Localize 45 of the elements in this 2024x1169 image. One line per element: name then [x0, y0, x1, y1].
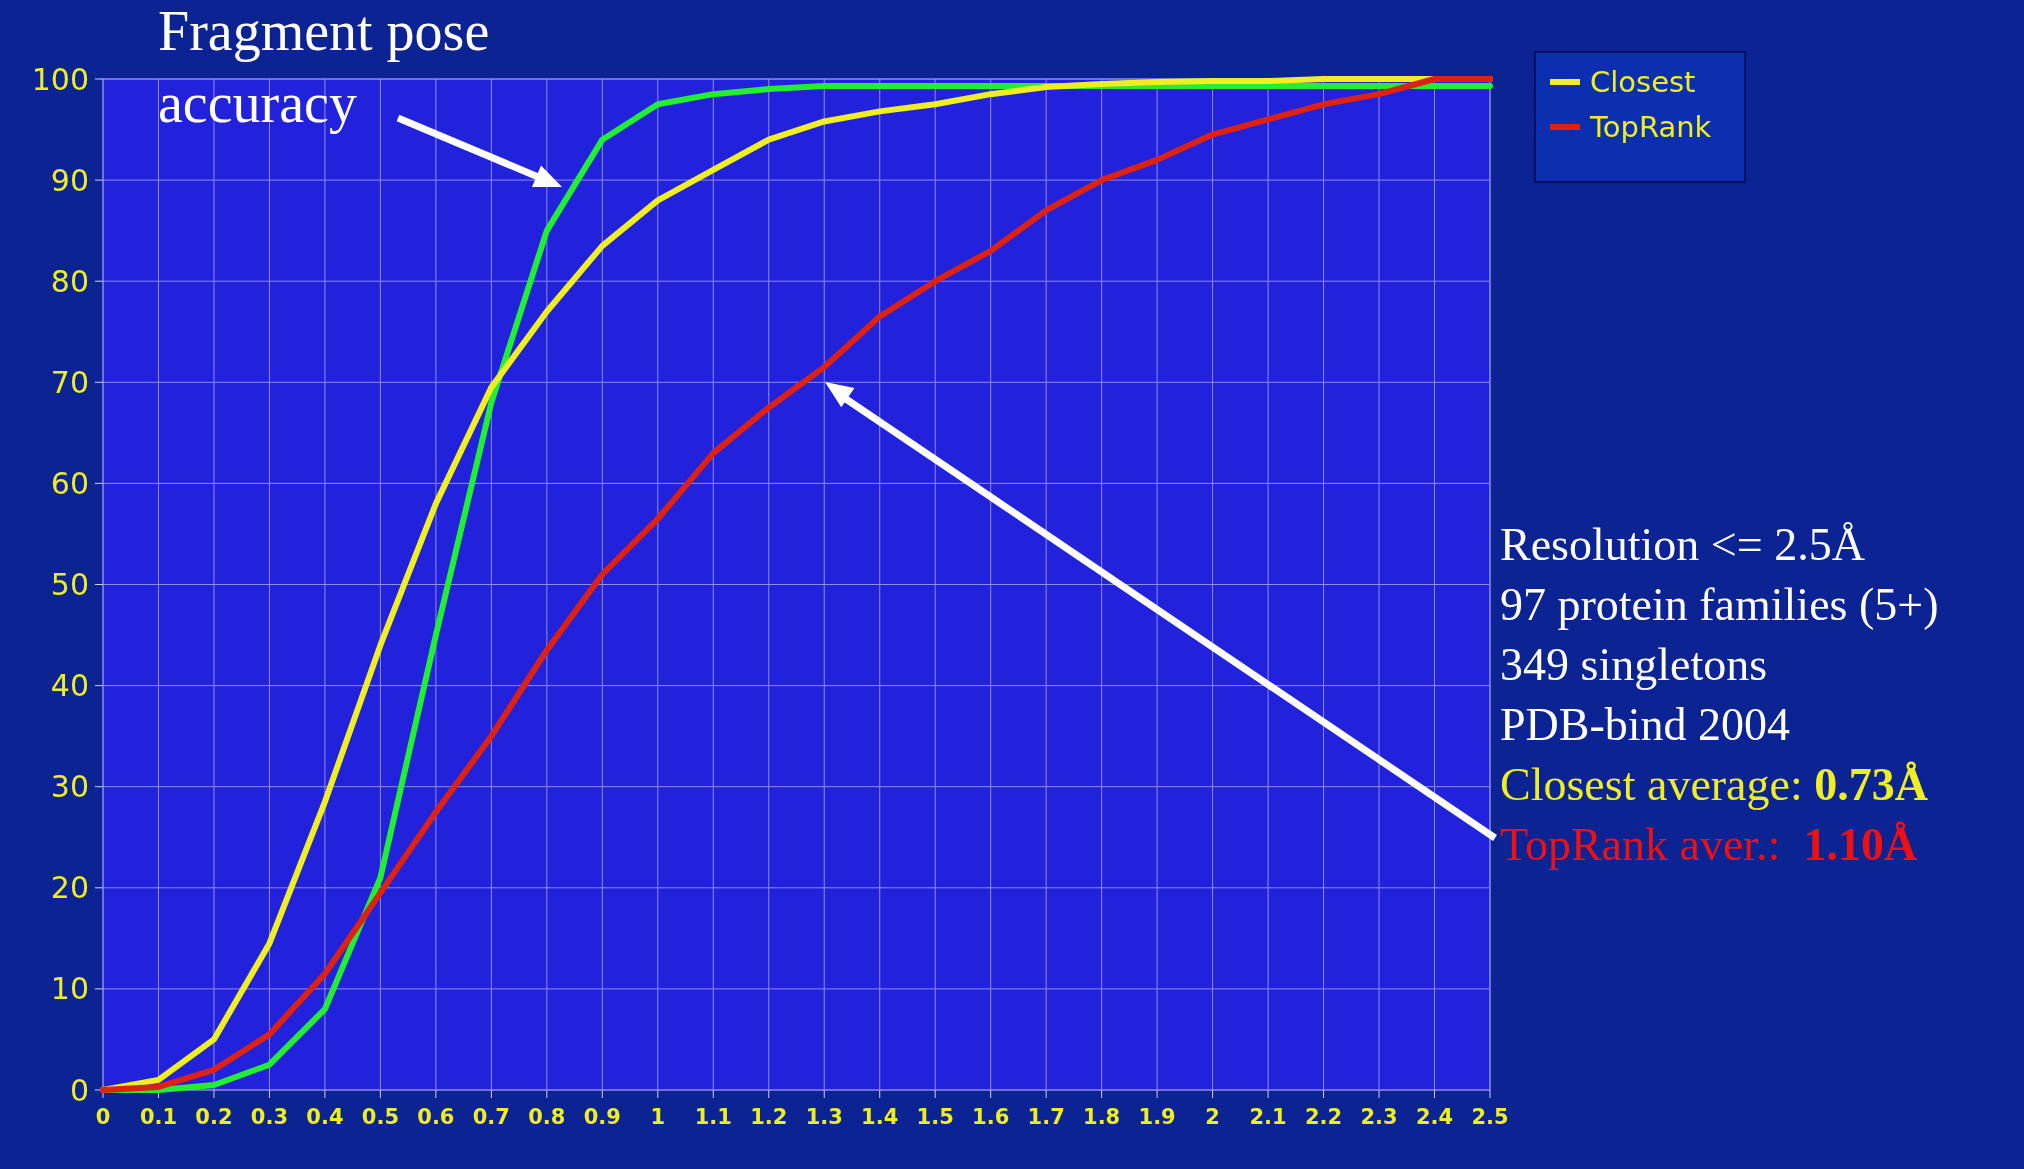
y-tick-label: 100	[31, 61, 89, 97]
y-tick-label: 60	[50, 465, 89, 501]
x-tick-label: 1.2	[750, 1105, 788, 1129]
x-tick-label: 1.7	[1027, 1105, 1065, 1129]
annotation: Fragment pose accuracy	[158, 0, 490, 134]
x-tick-label: 0.4	[306, 1105, 344, 1129]
x-tick-label: 2.3	[1360, 1105, 1398, 1129]
x-tick-label: 0.1	[139, 1105, 178, 1129]
text: Closest average: 0.73Å	[1500, 759, 1928, 810]
y-tick-label: 80	[50, 263, 89, 299]
legend-label: TopRank	[1589, 110, 1712, 145]
x-tick-label: 1.9	[1138, 1105, 1176, 1129]
text: TopRank aver.: 1.10Å	[1500, 819, 1918, 870]
legend-label: Closest	[1590, 65, 1696, 100]
text: 349 singletons	[1500, 639, 1768, 690]
x-tick-label: 1.1	[694, 1105, 732, 1129]
y-tick-label: 30	[50, 769, 89, 805]
text: Resolution <= 2.5Å	[1500, 519, 1865, 570]
y-tick-label: 90	[50, 162, 89, 198]
x-tick-label: 1.3	[805, 1105, 843, 1129]
x-tick-label: 0.2	[195, 1105, 233, 1129]
y-tick-label: 20	[50, 870, 89, 906]
x-tick-label: 2	[1205, 1105, 1220, 1129]
y-tick-label: 40	[50, 668, 89, 704]
x-tick-label: 1.6	[972, 1105, 1010, 1129]
x-tick-label: 1.5	[916, 1105, 954, 1129]
x-tick-label: 0.9	[583, 1105, 621, 1129]
x-tick-label: 2.2	[1304, 1105, 1343, 1129]
x-tick-label: 1.8	[1083, 1105, 1121, 1129]
x-tick-label: 0.7	[472, 1105, 510, 1129]
x-tick-label: 2.1	[1249, 1105, 1287, 1129]
text: 97 protein families (5+)	[1500, 579, 1939, 630]
x-tick-label: 1.4	[861, 1105, 899, 1129]
x-tick-label: 1	[650, 1105, 666, 1129]
y-tick-label: 10	[50, 971, 89, 1007]
x-tick-label: 2.5	[1471, 1105, 1509, 1129]
x-tick-label: 0	[95, 1105, 111, 1129]
y-tick-label: 50	[50, 567, 89, 602]
text: PDB-bind 2004	[1500, 699, 1791, 750]
x-tick-label: 2.4	[1415, 1105, 1454, 1129]
x-tick-label: 0.6	[417, 1105, 455, 1129]
x-tick-label: 0.8	[528, 1105, 566, 1129]
x-tick-label: 0.3	[250, 1105, 289, 1129]
x-tick-label: 0.5	[361, 1105, 399, 1129]
y-tick-label: 70	[50, 364, 89, 400]
